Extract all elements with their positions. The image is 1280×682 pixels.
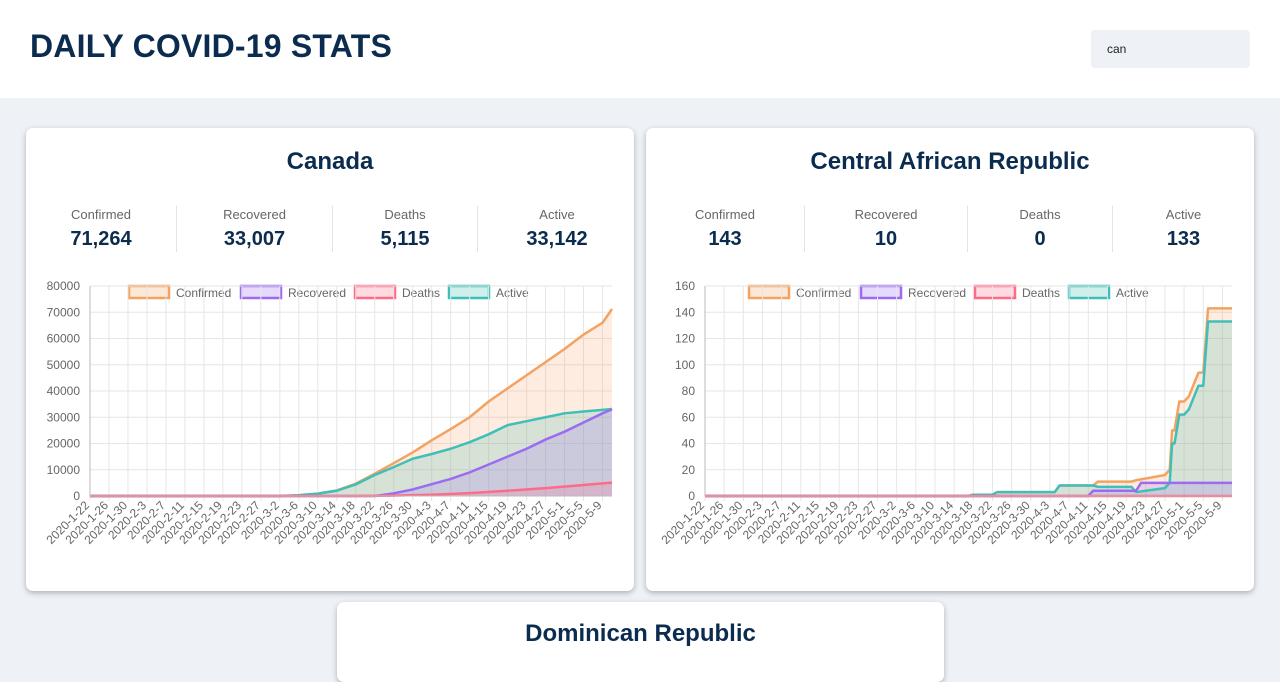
stat-label: Recovered: [223, 207, 286, 222]
legend-swatch-confirmed: [127, 284, 171, 300]
y-tick-label: 0: [688, 489, 695, 503]
app-header: DAILY COVID-19 STATS: [0, 0, 1280, 98]
stat-deaths: Deaths 0: [968, 199, 1112, 251]
legend-swatch-active: [1067, 284, 1111, 300]
stat-value: 133: [1166, 228, 1201, 250]
stat-divider: [332, 206, 333, 252]
stat-confirmed: Confirmed 143: [646, 199, 804, 251]
y-tick-label: 70000: [47, 305, 81, 319]
stat-value: 33,142: [526, 228, 588, 250]
series-line-recovered: [90, 408, 613, 498]
country-name: Central African Republic: [810, 148, 1090, 175]
series-area-confirmed: [705, 308, 1232, 496]
stat-label: Deaths: [1019, 207, 1061, 222]
stat-deaths: Deaths 5,115: [333, 199, 477, 251]
stat-label: Active: [1165, 207, 1202, 222]
legend-swatch-confirmed: [747, 284, 791, 300]
stat-label: Confirmed: [71, 207, 131, 222]
legend-label-recovered: Recovered: [288, 286, 346, 300]
country-card-central-african-republic: Central African Republic Confirmed 143 R…: [646, 128, 1254, 591]
y-tick-label: 80000: [47, 279, 81, 293]
legend-label-recovered: Recovered: [908, 286, 966, 300]
y-tick-label: 40: [682, 437, 696, 451]
legend-swatch-deaths: [973, 284, 1017, 300]
legend-label-confirmed: Confirmed: [796, 286, 851, 300]
series-line-confirmed: [705, 307, 1232, 498]
series-area-active: [705, 321, 1232, 496]
country-name: Dominican Republic: [525, 620, 756, 647]
legend-label-active: Active: [496, 286, 529, 300]
stat-value: 10: [874, 228, 898, 250]
y-tick-label: 20000: [47, 437, 81, 451]
stat-divider: [477, 206, 478, 252]
stat-value: 143: [708, 228, 742, 250]
y-tick-label: 60000: [47, 332, 81, 346]
country-search-input[interactable]: [1091, 30, 1250, 68]
stat-value: 71,264: [70, 228, 132, 250]
y-tick-label: 60: [682, 410, 696, 424]
y-tick-label: 120: [675, 332, 695, 346]
stat-divider: [1112, 206, 1113, 252]
stat-divider: [804, 206, 805, 252]
stat-label: Recovered: [854, 207, 918, 222]
series-area-active: [90, 409, 612, 496]
stat-recovered: Recovered 33,007: [177, 199, 332, 251]
series-area-recovered: [90, 409, 612, 496]
y-tick-label: 30000: [47, 410, 81, 424]
stat-recovered: Recovered 10: [805, 199, 967, 251]
y-tick-label: 50000: [47, 358, 81, 372]
legend-swatch-active: [447, 284, 491, 300]
legend-label-active: Active: [1116, 286, 1149, 300]
cases-line-chart: Confirmed Recovered Deaths Active 0 20 40 60 80 1…: [659, 279, 1232, 547]
y-tick-label: 0: [73, 489, 80, 503]
y-tick-label: 10000: [47, 463, 81, 477]
legend-label-deaths: Deaths: [402, 286, 440, 300]
cases-line-chart: Confirmed Recovered Deaths Active0100002000…: [44, 279, 614, 547]
series-line-active: [90, 407, 613, 498]
y-tick-label: 40000: [47, 384, 81, 398]
stat-active: Active 33,142: [478, 199, 634, 251]
stat-confirmed: Confirmed 71,264: [26, 199, 176, 251]
y-tick-label: 140: [675, 305, 695, 319]
stat-active: Active 133: [1113, 199, 1254, 251]
legend-label-deaths: Deaths: [1022, 286, 1060, 300]
stat-value: 5,115: [380, 228, 430, 250]
country-card-canada: Canada Confirmed 71,264 Recovered 33,007…: [26, 128, 634, 591]
series-area-confirmed: [90, 308, 612, 496]
stat-value: 0: [1034, 228, 1046, 250]
country-name: Canada: [286, 148, 374, 175]
series-area-recovered: [705, 482, 1232, 496]
legend-swatch-recovered: [859, 284, 903, 300]
stat-divider: [967, 206, 968, 252]
y-tick-label: 160: [675, 279, 695, 293]
stat-divider: [176, 206, 177, 252]
country-card-dominican-republic: Dominican Republic: [337, 602, 944, 682]
stat-value: 33,007: [223, 228, 286, 250]
stat-label: Deaths: [384, 207, 426, 222]
stat-label: Confirmed: [695, 207, 755, 222]
app-title: DAILY COVID-19 STATS: [30, 28, 392, 64]
y-tick-label: 100: [675, 358, 695, 372]
y-tick-label: 80: [682, 384, 696, 398]
y-tick-label: 20: [682, 463, 696, 477]
stat-label: Active: [539, 207, 575, 222]
